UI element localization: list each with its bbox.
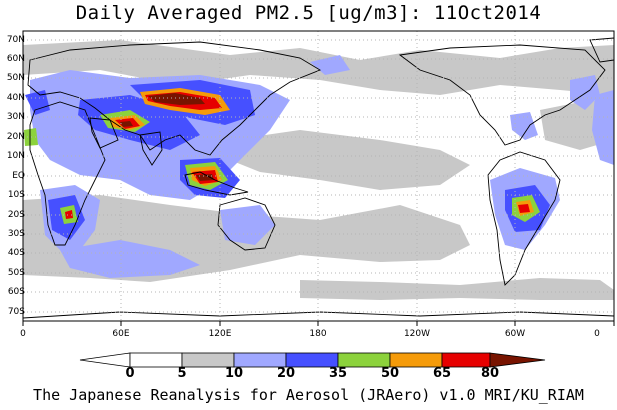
colorbar-arrow-low	[79, 352, 131, 368]
colorbar-swatch	[129, 352, 183, 368]
footer-credit: The Japanese Reanalysis for Aerosol (JRA…	[33, 386, 584, 404]
pm-field-darkred	[196, 174, 214, 181]
pm-field-gray	[230, 130, 470, 190]
lat-label-60n: 60N	[6, 54, 25, 64]
lat-label-20n: 20N	[6, 132, 25, 142]
colorbar-label-50: 50	[380, 366, 400, 381]
coastline-south-america	[487, 151, 561, 286]
coastline-indonesia	[184, 171, 249, 196]
lon-label-120e: 120E	[208, 329, 232, 339]
pm-field-gray	[300, 278, 614, 300]
colorbar-swatch	[181, 352, 235, 368]
lat-label-10n: 10N	[6, 151, 25, 161]
pm-field-lightblue	[220, 205, 275, 245]
colorbar-swatch	[285, 352, 339, 368]
pm-field-lightblue	[510, 112, 538, 140]
lon-label-120w: 120W	[403, 329, 431, 339]
colorbar-arrow-high	[489, 352, 546, 368]
lat-label-70n: 70N	[6, 35, 25, 45]
coastline-arabia	[89, 117, 119, 149]
map-title: Daily Averaged PM2.5 [ug/m3]: 11Oct2014	[75, 2, 542, 24]
colorbar-swatch	[389, 352, 443, 368]
pm-field-red	[518, 204, 530, 213]
colorbar-label-5: 5	[177, 366, 187, 381]
lat-label-20s: 20S	[7, 210, 25, 220]
pm-field-lightblue	[60, 240, 200, 278]
colorbar-label-0: 0	[125, 366, 135, 381]
pm-field-red	[65, 210, 73, 219]
colorbar-label-80: 80	[480, 366, 500, 381]
axis-ticks	[22, 321, 615, 326]
colorbar	[79, 352, 546, 368]
lat-label-10s: 10S	[7, 190, 25, 200]
lat-label-30n: 30N	[6, 112, 25, 122]
lon-label-60w: 60W	[504, 329, 526, 339]
colorbar-swatch	[233, 352, 287, 368]
lat-label-30s: 30S	[7, 229, 25, 239]
colorbar-label-35: 35	[328, 366, 348, 381]
lon-label-180: 180	[309, 329, 327, 339]
colorbar-label-10: 10	[224, 366, 244, 381]
colorbar-swatch	[441, 352, 491, 368]
graticule	[23, 31, 614, 321]
coastline-australia	[217, 197, 276, 251]
lat-label-40s: 40S	[7, 248, 25, 258]
lat-label-40n: 40N	[6, 93, 25, 103]
lon-label-0: 0	[20, 329, 26, 339]
lat-label-50n: 50N	[6, 73, 25, 83]
coastline-india	[139, 131, 163, 166]
pm25-field	[23, 37, 614, 319]
pm-field-darkred	[120, 121, 133, 127]
lon-label-0-end: 0	[594, 329, 600, 339]
pm-field-lightblue	[570, 75, 600, 110]
pm-field-lightblue	[592, 90, 614, 165]
coastline-greenland	[589, 37, 614, 63]
lon-label-60e: 60E	[112, 329, 130, 339]
coastline-africa	[29, 101, 106, 246]
lat-label-50s: 50S	[7, 268, 25, 278]
pm-field-blue	[25, 90, 50, 115]
coastline-north-america	[398, 44, 606, 146]
colorbar-label-65: 65	[432, 366, 452, 381]
colorbar-swatch	[337, 352, 391, 368]
coastline-eurasia	[27, 41, 322, 156]
pm-field-darkred	[148, 93, 205, 105]
lat-label-70s: 70S	[7, 307, 25, 317]
lat-label-60s: 60S	[7, 287, 25, 297]
colorbar-label-20: 20	[276, 366, 296, 381]
lat-label-eq: EQ	[12, 171, 25, 181]
